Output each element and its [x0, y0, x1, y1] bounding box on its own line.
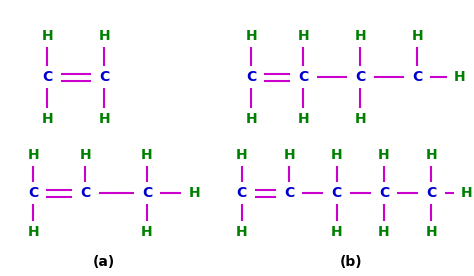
Text: H: H [283, 148, 295, 161]
Text: (a): (a) [93, 255, 115, 269]
Text: C: C [412, 70, 422, 84]
Text: C: C [426, 186, 437, 200]
Text: H: H [426, 225, 437, 239]
Text: C: C [99, 70, 109, 84]
Text: H: H [27, 225, 39, 239]
Text: H: H [236, 148, 247, 161]
Text: C: C [80, 186, 91, 200]
Text: H: H [355, 112, 366, 126]
Text: H: H [99, 29, 110, 43]
Text: C: C [355, 70, 365, 84]
Text: H: H [411, 29, 423, 43]
Text: H: H [246, 112, 257, 126]
Text: C: C [284, 186, 294, 200]
Text: C: C [28, 186, 38, 200]
Text: C: C [42, 70, 53, 84]
Text: H: H [378, 148, 390, 161]
Text: C: C [142, 186, 152, 200]
Text: H: H [426, 148, 437, 161]
Text: H: H [189, 186, 200, 200]
Text: H: H [141, 148, 153, 161]
Text: C: C [331, 186, 342, 200]
Text: H: H [298, 112, 309, 126]
Text: H: H [355, 29, 366, 43]
Text: C: C [246, 70, 256, 84]
Text: C: C [298, 70, 309, 84]
Text: (b): (b) [339, 255, 362, 269]
Text: H: H [236, 225, 247, 239]
Text: H: H [461, 186, 473, 200]
Text: H: H [298, 29, 309, 43]
Text: H: H [141, 225, 153, 239]
Text: H: H [80, 148, 91, 161]
Text: H: H [331, 148, 342, 161]
Text: H: H [42, 112, 53, 126]
Text: H: H [42, 29, 53, 43]
Text: H: H [27, 148, 39, 161]
Text: C: C [379, 186, 389, 200]
Text: H: H [454, 70, 465, 84]
Text: H: H [378, 225, 390, 239]
Text: C: C [237, 186, 247, 200]
Text: H: H [331, 225, 342, 239]
Text: H: H [99, 112, 110, 126]
Text: H: H [246, 29, 257, 43]
